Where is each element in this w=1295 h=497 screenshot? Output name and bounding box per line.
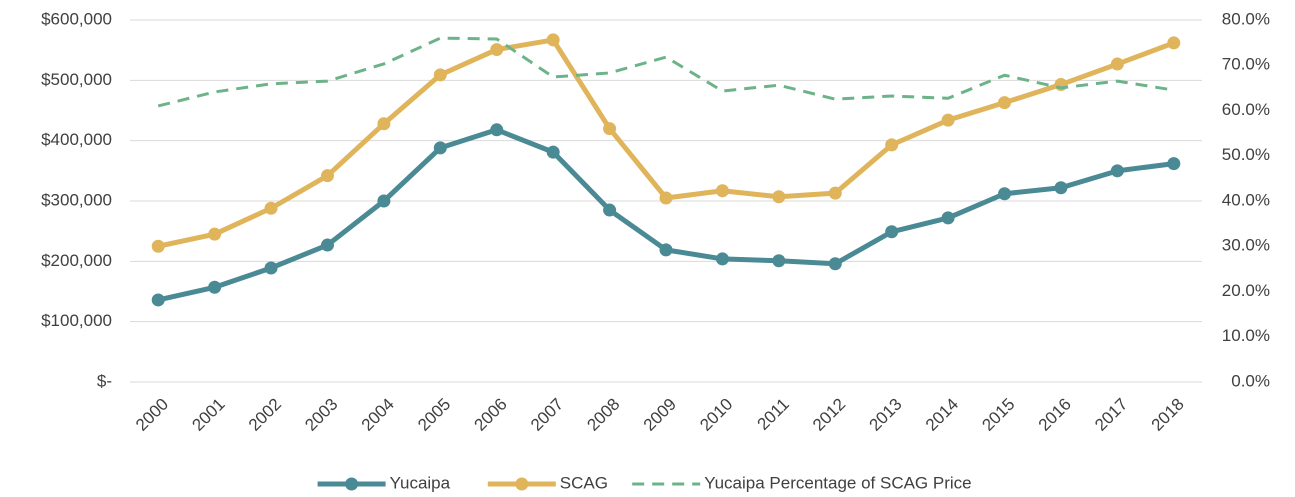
point — [546, 145, 560, 159]
point — [659, 243, 673, 257]
point — [828, 186, 842, 200]
series-line — [157, 36, 1175, 108]
point — [433, 141, 447, 155]
y2-tick-label: 80.0% — [1222, 9, 1270, 28]
point — [490, 43, 504, 57]
y2-tick-label: 60.0% — [1222, 100, 1270, 119]
point — [885, 225, 899, 239]
x-tick-label: 2010 — [696, 395, 736, 435]
y-tick-label: $500,000 — [41, 70, 112, 89]
point — [715, 184, 729, 198]
x-tick-label: 2005 — [414, 395, 454, 435]
point — [941, 211, 955, 225]
y-tick-label: $600,000 — [41, 9, 112, 28]
legend-marker — [345, 477, 359, 491]
point — [828, 257, 842, 271]
y2-tick-label: 70.0% — [1222, 55, 1270, 74]
x-tick-label: 2007 — [527, 395, 567, 435]
y-tick-label: $300,000 — [41, 190, 112, 209]
point — [490, 123, 504, 137]
legend-label: Yucaipa — [390, 473, 451, 492]
x-tick-label: 2013 — [866, 395, 906, 435]
point — [603, 122, 617, 136]
point — [1054, 181, 1068, 195]
x-tick-label: 2018 — [1148, 395, 1188, 435]
point — [377, 117, 391, 131]
y-tick-label: $100,000 — [41, 311, 112, 330]
point — [264, 201, 278, 215]
legend-label: Yucaipa Percentage of SCAG Price — [704, 473, 971, 492]
y2-tick-label: 10.0% — [1222, 326, 1270, 345]
series-line — [157, 37, 1175, 249]
point — [998, 96, 1012, 110]
x-tick-label: 2003 — [301, 395, 341, 435]
point — [772, 254, 786, 268]
point — [151, 293, 165, 307]
x-tick-label: 2000 — [132, 395, 172, 435]
point — [1167, 36, 1181, 50]
point — [659, 191, 673, 205]
point — [772, 190, 786, 204]
y2-tick-label: 40.0% — [1222, 190, 1270, 209]
x-tick-label: 2012 — [809, 395, 849, 435]
y2-tick-label: 30.0% — [1222, 236, 1270, 255]
x-tick-label: 2015 — [978, 395, 1018, 435]
point — [433, 68, 447, 82]
y2-tick-label: 50.0% — [1222, 145, 1270, 164]
y-tick-label: $400,000 — [41, 130, 112, 149]
point — [715, 252, 729, 266]
point — [546, 33, 560, 47]
point — [208, 227, 222, 241]
y2-tick-label: 20.0% — [1222, 281, 1270, 300]
x-tick-label: 2016 — [1035, 395, 1075, 435]
point — [998, 187, 1012, 201]
point — [603, 203, 617, 217]
x-tick-label: 2004 — [358, 395, 398, 435]
y2-tick-label: 0.0% — [1231, 371, 1270, 390]
point — [320, 169, 334, 183]
x-tick-label: 2017 — [1091, 395, 1131, 435]
legend-marker — [515, 477, 529, 491]
point — [1167, 157, 1181, 171]
point — [885, 138, 899, 152]
x-tick-label: 2009 — [640, 395, 680, 435]
point — [377, 194, 391, 208]
point — [320, 238, 334, 252]
point — [1110, 57, 1124, 71]
y-tick-label: $- — [97, 371, 112, 390]
point — [941, 113, 955, 127]
series-line — [157, 127, 1175, 303]
point — [264, 261, 278, 275]
x-tick-label: 2002 — [245, 395, 285, 435]
point — [1110, 164, 1124, 178]
x-tick-label: 2014 — [922, 395, 962, 435]
point — [208, 280, 222, 294]
y-tick-label: $200,000 — [41, 251, 112, 270]
x-tick-label: 2001 — [188, 395, 228, 435]
x-tick-label: 2011 — [754, 395, 793, 434]
point — [151, 239, 165, 253]
legend-label: SCAG — [560, 473, 608, 492]
x-tick-label: 2008 — [583, 395, 623, 435]
x-tick-label: 2006 — [471, 395, 511, 435]
